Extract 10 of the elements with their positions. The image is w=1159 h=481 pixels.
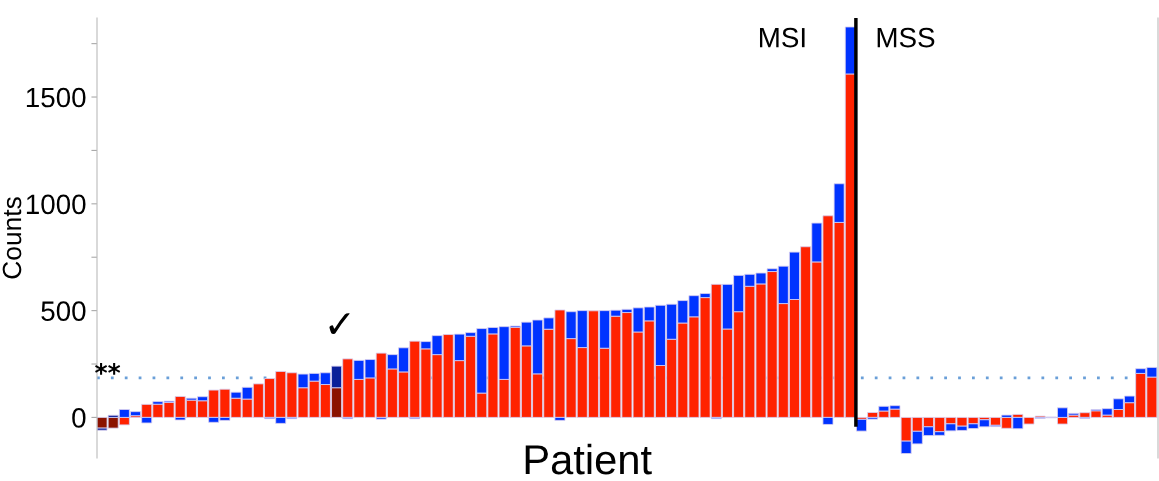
annotation: ✓	[329, 313, 350, 334]
y-tick-label: 0	[72, 408, 86, 428]
y-tick-label: 500	[41, 301, 86, 321]
y-tick-label: 1500	[26, 87, 86, 108]
annotation: MSI	[759, 27, 805, 48]
annotation: MSS	[877, 27, 935, 48]
y-tick-label: 1000	[26, 194, 86, 215]
annotation: **	[95, 363, 121, 375]
x-axis-title: Patient	[525, 443, 652, 475]
y-axis-title: Counts	[2, 197, 22, 279]
